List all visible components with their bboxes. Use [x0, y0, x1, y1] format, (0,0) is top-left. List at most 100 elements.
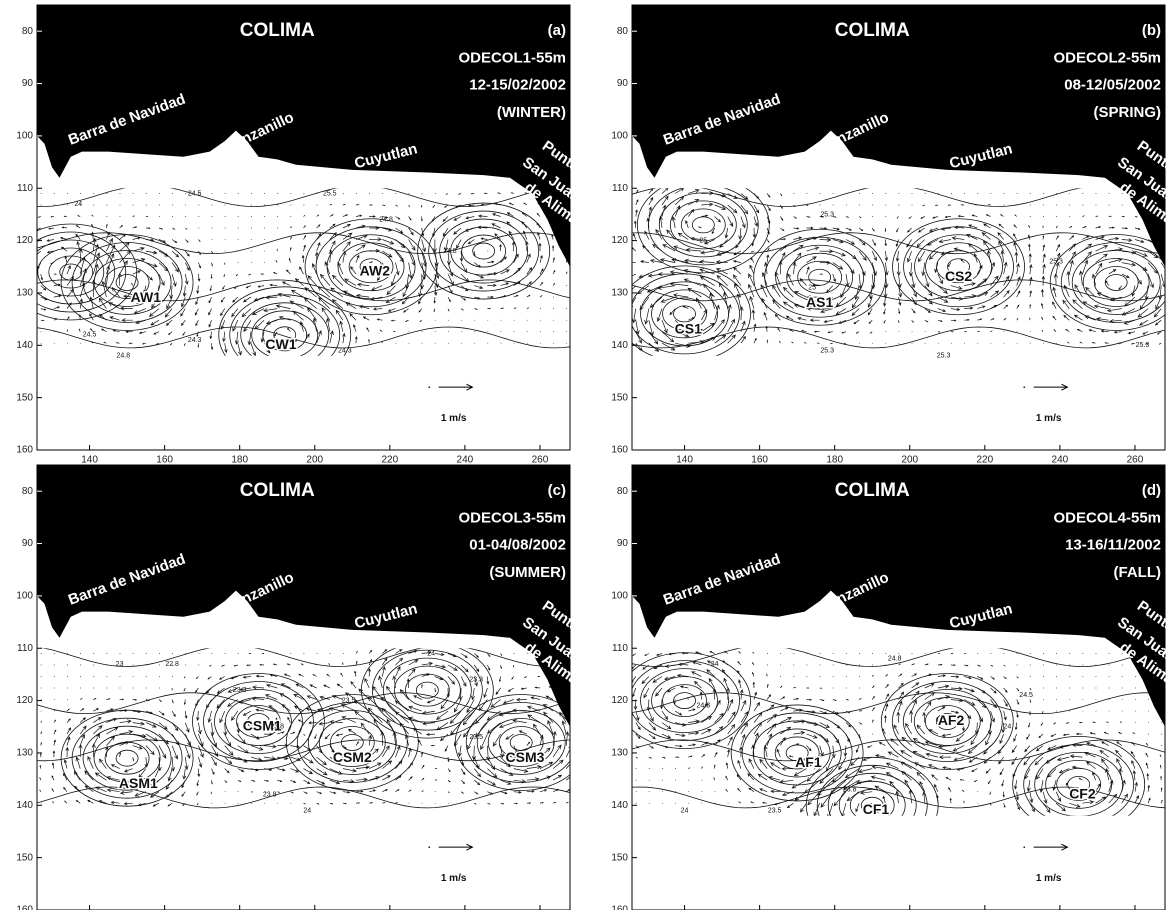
y-tick-label: 100: [611, 591, 628, 602]
feature-label: CSM3: [506, 749, 545, 765]
panel-season: (SUMMER): [489, 564, 566, 581]
contour-label: 23.8: [263, 792, 277, 799]
contour-label: 23.5: [342, 697, 356, 704]
y-tick-label: 120: [611, 235, 628, 246]
panel-title: COLIMA: [240, 480, 315, 501]
contour-label: 24.5: [188, 190, 202, 197]
x-tick-label: 180: [826, 455, 843, 466]
y-tick-label: 160: [611, 445, 628, 456]
feature-label: AW1: [131, 289, 162, 305]
x-tick-label: 240: [1052, 455, 1069, 466]
panel-title: COLIMA: [835, 20, 910, 41]
x-tick-label: 200: [306, 455, 323, 466]
panel-dates: 12-15/02/2002: [469, 77, 566, 94]
x-tick-label: 160: [751, 455, 768, 466]
feature-label: AW2: [360, 263, 391, 279]
contour-label: 24.8: [443, 248, 457, 255]
contour-label: 24.5: [83, 332, 97, 339]
scale-label: 1 m/s: [441, 873, 467, 884]
contour-label: 23.8: [843, 786, 857, 793]
panel-season: (WINTER): [497, 104, 566, 121]
y-tick-label: 130: [16, 288, 33, 299]
contour-label: 25.3: [1049, 258, 1063, 265]
contour-label: 24.8: [117, 353, 131, 360]
y-tick-label: 90: [22, 538, 34, 549]
y-tick-label: 80: [22, 26, 34, 37]
y-tick-label: 100: [16, 591, 33, 602]
y-tick-label: 130: [611, 748, 628, 759]
map-panel: 1401601802002202402608090100110120130140…: [16, 465, 587, 910]
panel-dates: 08-12/05/2002: [1064, 77, 1161, 94]
feature-label: AF2: [938, 712, 965, 728]
feature-label: CS1: [675, 320, 702, 336]
contour-label: 24.3: [697, 703, 711, 710]
y-tick-label: 150: [16, 392, 33, 403]
y-tick-label: 110: [612, 643, 628, 654]
y-tick-label: 160: [16, 905, 33, 910]
y-tick-label: 160: [16, 445, 33, 456]
y-tick-label: 150: [611, 852, 628, 863]
x-tick-label: 160: [156, 455, 173, 466]
contour-label: 23.8: [270, 724, 284, 731]
y-tick-label: 110: [17, 183, 33, 194]
x-tick-label: 180: [231, 455, 248, 466]
panel-letter: (c): [548, 482, 566, 499]
contour-label: 24.3: [188, 337, 202, 344]
panel-season: (SPRING): [1094, 104, 1162, 121]
y-tick-label: 80: [22, 486, 34, 497]
x-tick-label: 200: [901, 455, 918, 466]
y-tick-label: 150: [16, 852, 33, 863]
contour-label: 22.8: [165, 661, 179, 668]
panel-season: (FALL): [1114, 564, 1161, 581]
y-tick-label: 90: [617, 78, 629, 89]
contour-label: 25.3: [820, 347, 834, 354]
y-tick-label: 120: [611, 695, 628, 706]
y-tick-label: 110: [17, 643, 33, 654]
y-tick-label: 80: [617, 26, 629, 37]
y-tick-label: 140: [611, 340, 628, 351]
panel-title: COLIMA: [240, 20, 315, 41]
map-panel: 1401601802002202402608090100110120130140…: [611, 5, 1171, 466]
scale-label: 1 m/s: [1036, 413, 1062, 424]
y-tick-label: 110: [612, 183, 628, 194]
feature-label: AS1: [806, 294, 833, 310]
panel-cruise: ODECOL4-55m: [1053, 509, 1161, 526]
y-tick-label: 120: [16, 235, 33, 246]
contour-label: 24: [74, 201, 82, 208]
contour-label: 25.3: [820, 211, 834, 218]
contour-label: 23.3: [469, 676, 483, 683]
panel-cruise: ODECOL2-55m: [1053, 49, 1161, 66]
y-tick-label: 80: [617, 486, 629, 497]
scale-dot: [1023, 846, 1025, 848]
contour-label: 25.3: [937, 353, 951, 360]
feature-label: CW1: [265, 336, 296, 352]
contour-label: 24.5: [1019, 692, 1033, 699]
contour-label: 23: [116, 661, 124, 668]
y-tick-label: 140: [16, 340, 33, 351]
contour-label: 25: [699, 237, 707, 244]
contour-label: 23.5: [768, 807, 782, 814]
panel-letter: (a): [548, 22, 566, 39]
scale-label: 1 m/s: [441, 413, 467, 424]
panel-letter: (d): [1142, 482, 1161, 499]
panel-cruise: ODECOL3-55m: [458, 509, 566, 526]
x-tick-label: 140: [81, 455, 98, 466]
panel-dates: 01-04/08/2002: [469, 537, 566, 554]
contour-label: 24.3: [338, 347, 352, 354]
x-tick-label: 140: [676, 455, 693, 466]
contour-label: 24.8: [888, 656, 902, 663]
contour-label: 24.8: [379, 216, 393, 223]
feature-label: CS2: [945, 268, 972, 284]
y-tick-label: 100: [16, 131, 33, 142]
contour-label: 24: [1003, 724, 1011, 731]
contour-label: 23.5: [469, 734, 483, 741]
y-tick-label: 130: [16, 748, 33, 759]
contour-label: 25: [808, 285, 816, 292]
panel-title: COLIMA: [835, 480, 910, 501]
map-panel: 1401601802002202402608090100110120130140…: [611, 465, 1171, 910]
y-tick-label: 140: [16, 800, 33, 811]
contour-label: 24: [681, 807, 689, 814]
scale-dot: [1023, 386, 1025, 388]
y-tick-label: 130: [611, 288, 628, 299]
panel-letter: (b): [1142, 22, 1161, 39]
